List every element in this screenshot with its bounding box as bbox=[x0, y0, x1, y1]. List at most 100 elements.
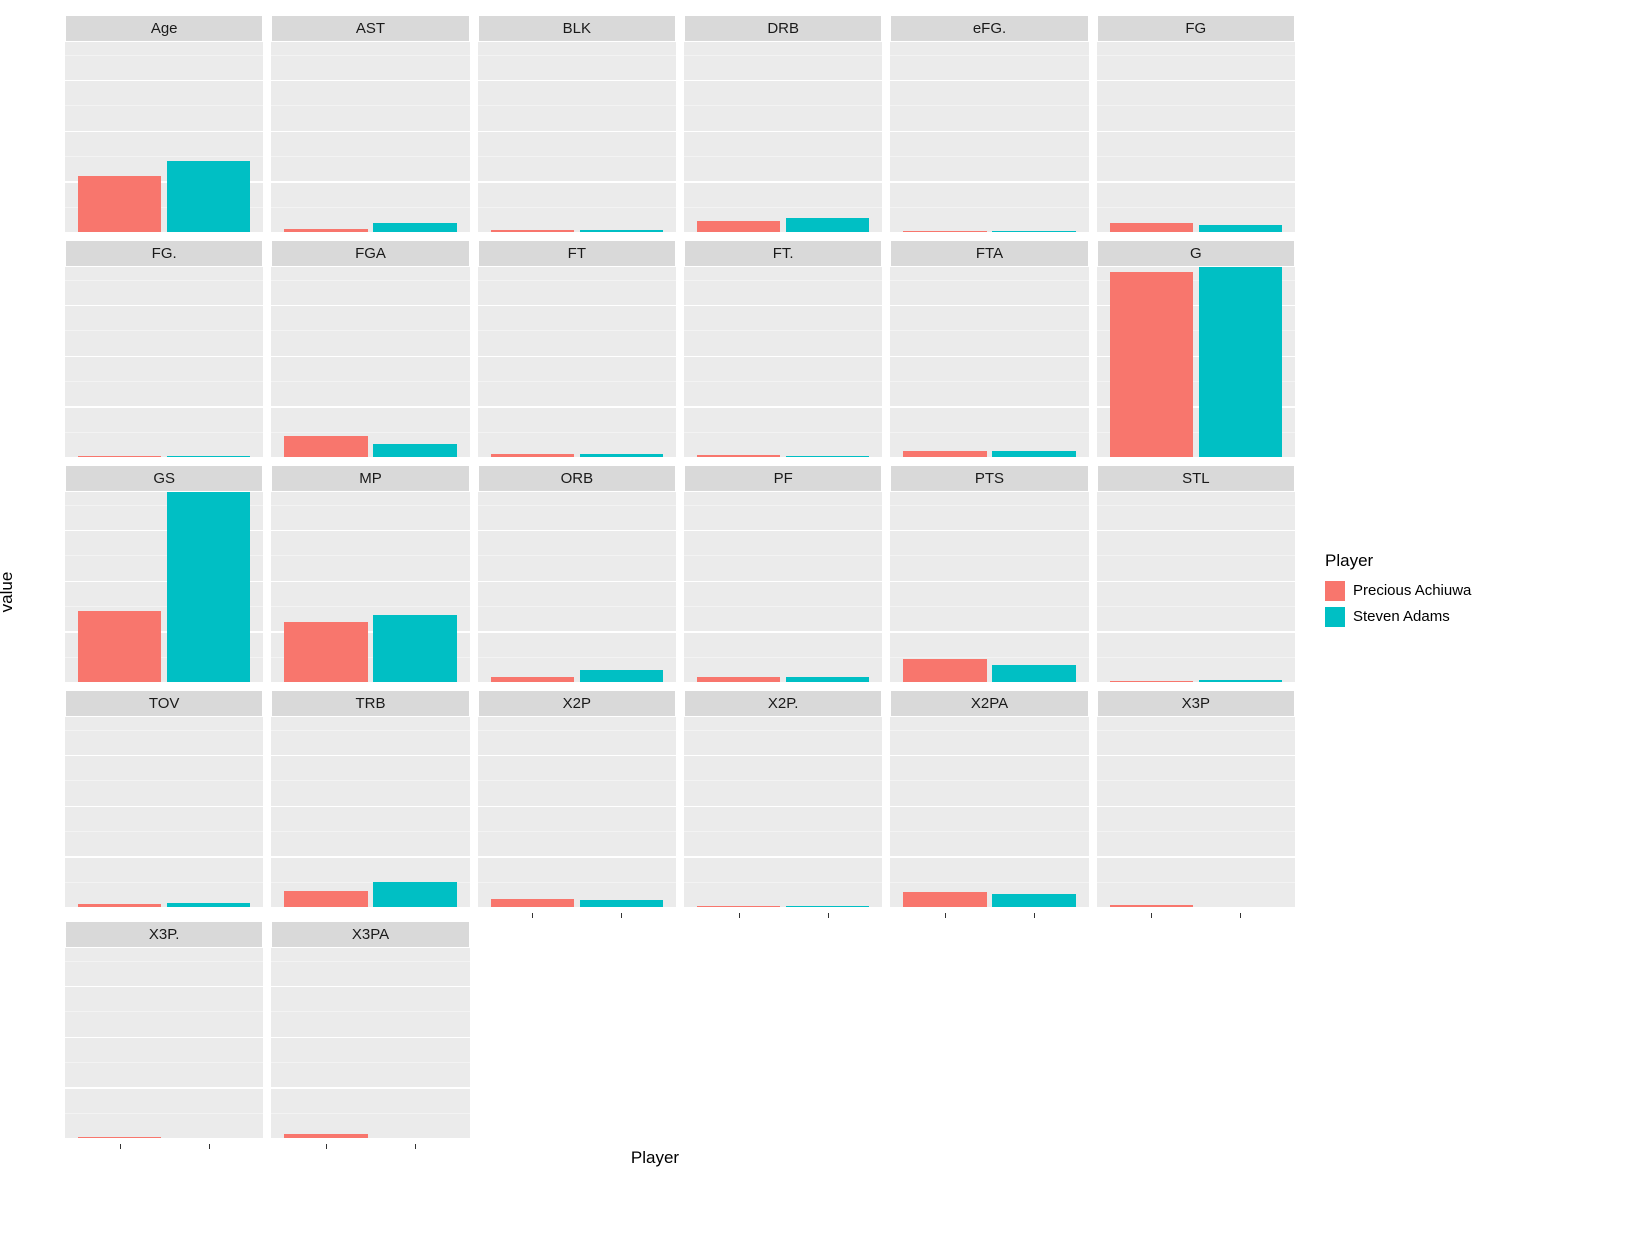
gridline-minor bbox=[65, 1113, 263, 1114]
facet-panel bbox=[1097, 717, 1295, 907]
facet: PF bbox=[684, 465, 882, 682]
x-tick-mark bbox=[1151, 913, 1152, 918]
x-tick-mark bbox=[209, 1144, 210, 1149]
gridline-major bbox=[478, 406, 676, 407]
gridline-minor bbox=[890, 330, 1088, 331]
bar bbox=[903, 659, 986, 682]
gridline-minor bbox=[1097, 555, 1295, 556]
gridline-minor bbox=[271, 1113, 469, 1114]
facet-strip-label: PF bbox=[684, 465, 882, 492]
gridline-minor bbox=[271, 105, 469, 106]
gridline-minor bbox=[684, 280, 882, 281]
gridline-major bbox=[271, 131, 469, 132]
gridline-major bbox=[890, 806, 1088, 807]
facet-panel bbox=[684, 492, 882, 682]
gridline-major bbox=[478, 856, 676, 857]
gridline-major bbox=[890, 631, 1088, 632]
gridline-minor bbox=[478, 156, 676, 157]
facet-panel bbox=[478, 717, 676, 907]
facet-strip-label: X2PA bbox=[890, 690, 1088, 717]
bar bbox=[284, 891, 367, 907]
bar bbox=[78, 456, 161, 457]
gridline-major bbox=[271, 80, 469, 81]
facet: STL bbox=[1097, 465, 1295, 682]
x-tick-mark bbox=[828, 913, 829, 918]
gridline-minor bbox=[65, 432, 263, 433]
bar bbox=[580, 230, 663, 232]
gridline-major bbox=[65, 856, 263, 857]
facet-panel bbox=[478, 42, 676, 232]
gridline-minor bbox=[478, 831, 676, 832]
gridline-major bbox=[478, 755, 676, 756]
facet-strip-label: TOV bbox=[65, 690, 263, 717]
facet: TOV0204060 bbox=[65, 690, 263, 913]
gridline-minor bbox=[65, 381, 263, 382]
gridline-minor bbox=[271, 381, 469, 382]
gridline-minor bbox=[1097, 831, 1295, 832]
gridline-major bbox=[684, 530, 882, 531]
gridline-minor bbox=[478, 730, 676, 731]
gridline-minor bbox=[1097, 780, 1295, 781]
gridline-major bbox=[271, 181, 469, 182]
gridline-major bbox=[271, 1087, 469, 1088]
gridline-major bbox=[478, 131, 676, 132]
bar bbox=[373, 223, 456, 232]
gridline-minor bbox=[65, 156, 263, 157]
gridline-major bbox=[890, 755, 1088, 756]
x-tick-mark bbox=[1034, 913, 1035, 918]
gridline-major bbox=[478, 356, 676, 357]
gridline-minor bbox=[890, 156, 1088, 157]
gridline-minor bbox=[271, 330, 469, 331]
gridline-major bbox=[890, 305, 1088, 306]
gridline-minor bbox=[684, 330, 882, 331]
legend-item: Precious Achiuwa bbox=[1325, 581, 1471, 601]
bar bbox=[580, 670, 663, 682]
facet: X3P bbox=[1097, 690, 1295, 913]
x-tick-row bbox=[478, 907, 676, 913]
gridline-major bbox=[271, 356, 469, 357]
legend-swatch bbox=[1325, 607, 1345, 627]
gridline-major bbox=[478, 581, 676, 582]
gridline-major bbox=[890, 356, 1088, 357]
bar bbox=[786, 677, 869, 682]
gridline-minor bbox=[684, 555, 882, 556]
facet-strip-label: eFG. bbox=[890, 15, 1088, 42]
facet-panel bbox=[890, 267, 1088, 457]
facet: X2P bbox=[478, 690, 676, 913]
gridline-major bbox=[65, 356, 263, 357]
gridline-minor bbox=[890, 657, 1088, 658]
gridline-major bbox=[271, 530, 469, 531]
x-tick-row bbox=[890, 907, 1088, 913]
x-tick-mark bbox=[532, 913, 533, 918]
facet-panel bbox=[271, 42, 469, 232]
facet: PTS bbox=[890, 465, 1088, 682]
facet-panel bbox=[684, 267, 882, 457]
gridline-major bbox=[478, 80, 676, 81]
x-axis-title: Player bbox=[15, 1148, 1295, 1168]
gridline-major bbox=[890, 406, 1088, 407]
gridline-major bbox=[271, 581, 469, 582]
gridline-major bbox=[65, 755, 263, 756]
gridline-minor bbox=[65, 882, 263, 883]
gridline-minor bbox=[890, 55, 1088, 56]
gridline-major bbox=[1097, 80, 1295, 81]
gridline-major bbox=[684, 181, 882, 182]
gridline-minor bbox=[478, 55, 676, 56]
bar bbox=[78, 176, 161, 232]
bar bbox=[1199, 680, 1282, 682]
facet-strip-label: FT bbox=[478, 240, 676, 267]
bar bbox=[1110, 681, 1193, 682]
gridline-minor bbox=[890, 882, 1088, 883]
gridline-minor bbox=[684, 831, 882, 832]
legend-label: Precious Achiuwa bbox=[1353, 582, 1471, 599]
bar bbox=[903, 451, 986, 457]
gridline-minor bbox=[890, 606, 1088, 607]
legend-swatch bbox=[1325, 581, 1345, 601]
bar bbox=[491, 454, 574, 457]
legend: Player Precious AchiuwaSteven Adams bbox=[1325, 551, 1471, 633]
gridline-minor bbox=[271, 280, 469, 281]
y-axis-title: value bbox=[0, 571, 17, 612]
facet-panel: 0204060 bbox=[65, 717, 263, 907]
gridline-minor bbox=[684, 882, 882, 883]
gridline-minor bbox=[478, 657, 676, 658]
